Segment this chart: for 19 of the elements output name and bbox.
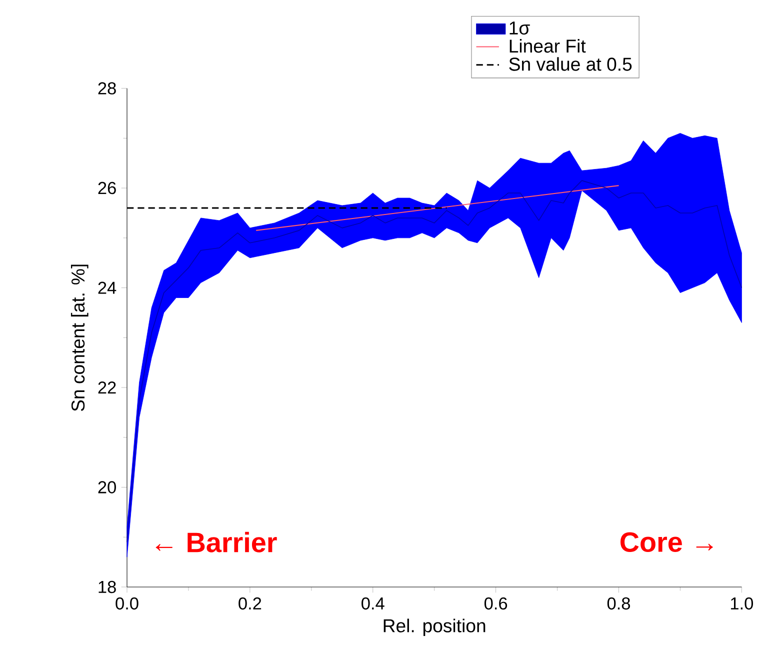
legend-label: Linear Fit xyxy=(510,39,586,53)
y-tick-label: 20 xyxy=(98,481,116,494)
legend-label: 1σ xyxy=(510,22,530,35)
legend-label: Sn value at 0.5 xyxy=(509,57,632,71)
y-tick-label: 26 xyxy=(98,182,116,194)
y-axis-title: Sn content [at. %] xyxy=(70,264,88,412)
x-tick-label: 1.0 xyxy=(730,597,754,610)
annotation: ← Barrier xyxy=(156,532,277,552)
annotation: Core → xyxy=(620,532,713,552)
y-tick-label: 24 xyxy=(98,282,116,294)
x-axis-title: Rel. position xyxy=(384,618,486,636)
x-tick-label: 0.2 xyxy=(238,597,262,610)
y-tick-label: 22 xyxy=(98,381,116,394)
y-tick-label: 28 xyxy=(98,82,116,94)
x-tick-label: 0.8 xyxy=(607,597,630,610)
x-tick-label: 0.6 xyxy=(484,597,508,610)
x-tick-label: 0.4 xyxy=(362,597,384,610)
x-tick-label: 0.0 xyxy=(116,597,138,610)
y-tick-label: 18 xyxy=(98,580,116,594)
